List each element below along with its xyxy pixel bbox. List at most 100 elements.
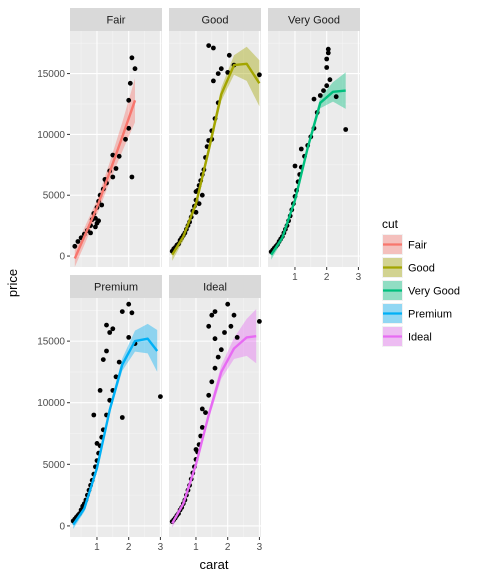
data-point <box>119 309 125 314</box>
data-point <box>212 309 218 314</box>
legend-label: Very Good <box>408 286 460 298</box>
data-point <box>311 96 317 102</box>
y-tick-label: 5000 <box>43 460 66 471</box>
data-point <box>129 310 135 316</box>
y-tick-label: 0 <box>59 252 65 263</box>
y-axis-title: price <box>5 269 20 297</box>
data-point <box>110 326 116 332</box>
smooth-line <box>73 99 137 259</box>
legend-item-premium: Premium <box>382 303 452 324</box>
facet-panel-very-good: Very Good 1 2 3 <box>268 8 362 283</box>
data-point <box>126 301 132 307</box>
data-point <box>119 415 125 420</box>
data-point <box>234 335 240 340</box>
data-point <box>215 354 221 360</box>
legend-label: Good <box>408 263 435 275</box>
facet-strip-label: Very Good <box>288 15 340 27</box>
data-point <box>209 312 215 318</box>
data-point <box>99 202 105 208</box>
data-point <box>110 174 116 180</box>
data-point <box>97 388 103 393</box>
data-point <box>327 77 333 83</box>
y-tick-label: 0 <box>59 521 65 532</box>
y-tick-label: 15000 <box>37 69 65 80</box>
data-point <box>72 243 78 249</box>
data-point <box>126 125 132 131</box>
data-point <box>257 72 262 78</box>
data-point <box>96 218 101 224</box>
data-point <box>325 50 331 56</box>
data-point <box>222 330 227 335</box>
data-point <box>317 93 323 98</box>
data-point <box>104 322 109 328</box>
data-point <box>110 152 116 158</box>
x-tick-label: 1 <box>292 272 298 283</box>
panel-background <box>169 31 261 267</box>
data-point <box>199 192 205 198</box>
x-tick-label: 1 <box>193 542 199 553</box>
data-point <box>158 394 163 399</box>
data-point <box>123 136 128 142</box>
data-point <box>199 406 205 412</box>
legend: cut Fair Good Very Good Premium Ideal <box>382 217 460 347</box>
facet-panel-good: Good <box>169 8 262 267</box>
data-point <box>212 365 218 371</box>
panel-background <box>70 31 162 267</box>
facet-strip-label: Premium <box>94 282 138 294</box>
data-point <box>196 201 202 207</box>
data-point <box>203 410 208 415</box>
facet-panel-fair: Fair 0 5000 10000 15000 <box>37 8 162 268</box>
data-point <box>206 43 212 48</box>
y-tick-label: 5000 <box>43 191 66 202</box>
data-point <box>211 45 216 51</box>
y-tick-label: 15000 <box>37 337 65 348</box>
facet-strip <box>169 8 261 31</box>
smooth-line <box>171 62 261 256</box>
y-tick-label: 10000 <box>37 398 65 409</box>
data-point <box>324 56 330 62</box>
data-point <box>199 425 205 430</box>
data-point <box>225 301 231 307</box>
x-tick-label: 3 <box>257 542 263 553</box>
legend-title: cut <box>382 217 399 231</box>
x-tick-label: 2 <box>225 542 231 553</box>
facet-strip <box>169 275 261 298</box>
x-tick-label: 2 <box>324 272 330 283</box>
data-point <box>211 78 216 84</box>
y-tick-label: 10000 <box>37 130 65 141</box>
smooth-line <box>171 335 257 524</box>
legend-item-ideal: Ideal <box>382 326 432 347</box>
data-point <box>193 447 199 452</box>
data-point <box>324 65 330 70</box>
data-point <box>127 80 133 86</box>
legend-item-good: Good <box>382 257 435 278</box>
legend-label: Fair <box>408 240 427 252</box>
x-axis-title: carat <box>200 557 229 572</box>
data-point <box>94 441 100 446</box>
data-point <box>257 319 262 324</box>
x-tick-label: 1 <box>94 542 100 553</box>
legend-item-very-good: Very Good <box>382 280 460 301</box>
data-point <box>206 323 212 329</box>
data-point <box>206 392 212 398</box>
data-point <box>218 66 224 72</box>
data-point <box>113 166 119 171</box>
data-point <box>343 127 349 132</box>
data-point <box>212 336 218 342</box>
facet-strip <box>70 8 162 31</box>
data-point <box>231 312 237 318</box>
data-point <box>104 348 109 354</box>
data-point <box>215 71 221 76</box>
legend-label: Premium <box>408 309 452 321</box>
legend-label: Ideal <box>408 332 432 344</box>
x-tick-label: 2 <box>126 542 132 553</box>
data-point <box>193 209 199 215</box>
legend-item-fair: Fair <box>382 234 427 255</box>
data-point <box>324 83 330 89</box>
data-point <box>298 146 304 152</box>
data-point <box>218 347 224 353</box>
data-point <box>209 379 215 385</box>
smooth-line <box>72 337 159 526</box>
